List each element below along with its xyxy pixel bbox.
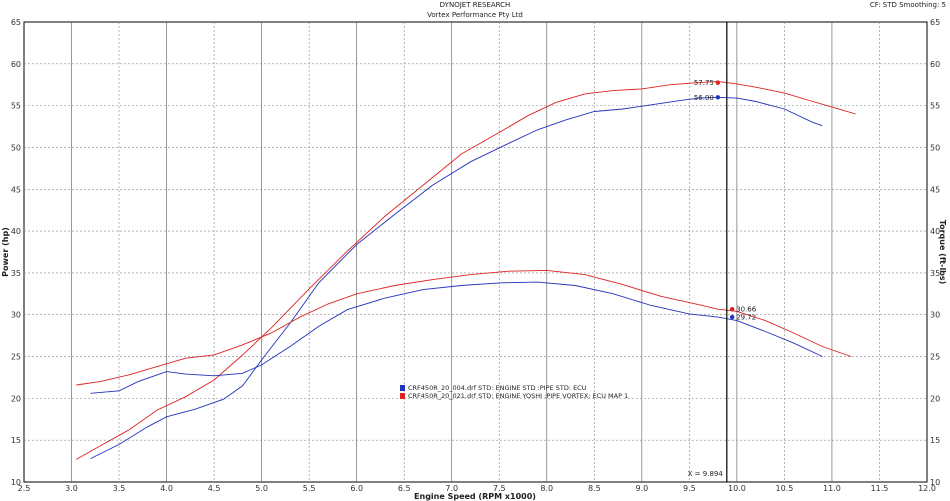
y-tick-label-right: 20 [930, 394, 940, 403]
x-tick-label: 9.0 [635, 484, 648, 493]
y-tick-label-right: 10 [930, 478, 940, 487]
y-tick-label-right: 45 [930, 185, 940, 194]
annotation-marker [715, 80, 721, 85]
series-line-1 [76, 80, 856, 460]
y-tick-label-right: 30 [930, 311, 940, 320]
y-tick-label-left: 40 [11, 227, 21, 236]
y-tick-label-left: 65 [11, 18, 21, 27]
legend: CRF450R_20_004.drf STD: ENGINE STD :PIPE… [400, 384, 628, 400]
x-tick-label: 8.5 [588, 484, 601, 493]
series-group [76, 80, 856, 460]
y-axis-ticks: 10 10 15 15 20 20 25 25 30 30 35 35 40 40 45 45 50 50 55 55… [11, 18, 940, 487]
header-company: DYNOJET RESEARCH [440, 1, 511, 9]
x-tick-label: 5.5 [303, 484, 316, 493]
cursor-group[interactable]: X = 9.894 [688, 22, 728, 482]
y-axis-label-right: Torque (ft-lbs) [938, 220, 947, 285]
annotation-value: 29.72 [736, 314, 756, 322]
x-tick-label: 2.5 [18, 484, 31, 493]
annotation-marker [729, 314, 735, 320]
header-customer: Vortex Performance Pty Ltd [427, 11, 523, 19]
x-tick-label: 4.5 [208, 484, 221, 493]
y-tick-label-left: 20 [11, 394, 21, 403]
annotation-marker [715, 95, 721, 100]
x-axis-ticks: 2.5 3.0 3.5 4.0 4.5 5.0 5.5 6.0 6.5 7.0 7.5 8.0 8.5 9… [18, 484, 936, 493]
y-tick-label-right: 35 [930, 269, 940, 278]
y-tick-label-left: 35 [11, 269, 21, 278]
y-tick-label-left: 10 [11, 478, 21, 487]
x-tick-label: 12.0 [918, 484, 936, 493]
y-tick-label-left: 15 [11, 436, 21, 445]
series-line-3 [76, 269, 852, 386]
header-settings: CF: STD Smoothing: 5 [870, 1, 946, 9]
legend-swatch [400, 393, 405, 399]
y-tick-label-right: 50 [930, 143, 940, 152]
x-tick-label: 7.5 [493, 484, 506, 493]
x-tick-label: 11.5 [871, 484, 889, 493]
y-tick-label-right: 60 [930, 60, 940, 69]
x-tick-label: 8.0 [540, 484, 553, 493]
legend-entry: CRF450R_20_004.drf STD: ENGINE STD :PIPE… [408, 384, 587, 392]
annotation-value: 30.66 [736, 306, 757, 314]
y-tick-label-left: 30 [11, 311, 21, 320]
x-tick-label: 4.0 [160, 484, 173, 493]
y-tick-label-left: 60 [11, 60, 21, 69]
y-tick-label-left: 45 [11, 185, 21, 194]
annotation-value: 57.75 [694, 79, 714, 87]
x-tick-label: 5.0 [255, 484, 268, 493]
annotation-marker [729, 307, 735, 312]
legend-entry: CRF450R_20_021.drf STD: ENGINE YOSHI :PI… [408, 392, 628, 400]
legend-swatch [400, 385, 405, 391]
y-tick-label-right: 40 [930, 227, 940, 236]
y-tick-label-left: 55 [11, 102, 21, 111]
y-tick-label-left: 50 [11, 143, 21, 152]
series-line-4 [90, 281, 823, 394]
x-tick-label: 9.5 [683, 484, 696, 493]
x-tick-label: 7.0 [445, 484, 458, 493]
y-tick-label-left: 25 [11, 353, 21, 362]
y-tick-label-right: 25 [930, 353, 940, 362]
y-tick-label-right: 15 [930, 436, 940, 445]
plot-area [23, 21, 928, 483]
y-tick-label-right: 55 [930, 102, 940, 111]
x-tick-label: 11.0 [823, 484, 841, 493]
x-tick-label: 6.5 [398, 484, 411, 493]
y-axis-label-left: Power (hp) [1, 227, 10, 277]
x-tick-label: 10.0 [728, 484, 746, 493]
x-tick-label: 3.0 [65, 484, 78, 493]
x-axis-label: Engine Speed (RPM x1000) [414, 492, 536, 501]
x-tick-label: 6.0 [350, 484, 363, 493]
x-tick-label: 10.5 [776, 484, 794, 493]
x-tick-label: 3.5 [113, 484, 126, 493]
annotation-value: 56.00 [694, 94, 714, 102]
grid [24, 22, 927, 482]
y-tick-label-right: 65 [930, 18, 940, 27]
cursor-label: X = 9.894 [688, 470, 724, 478]
